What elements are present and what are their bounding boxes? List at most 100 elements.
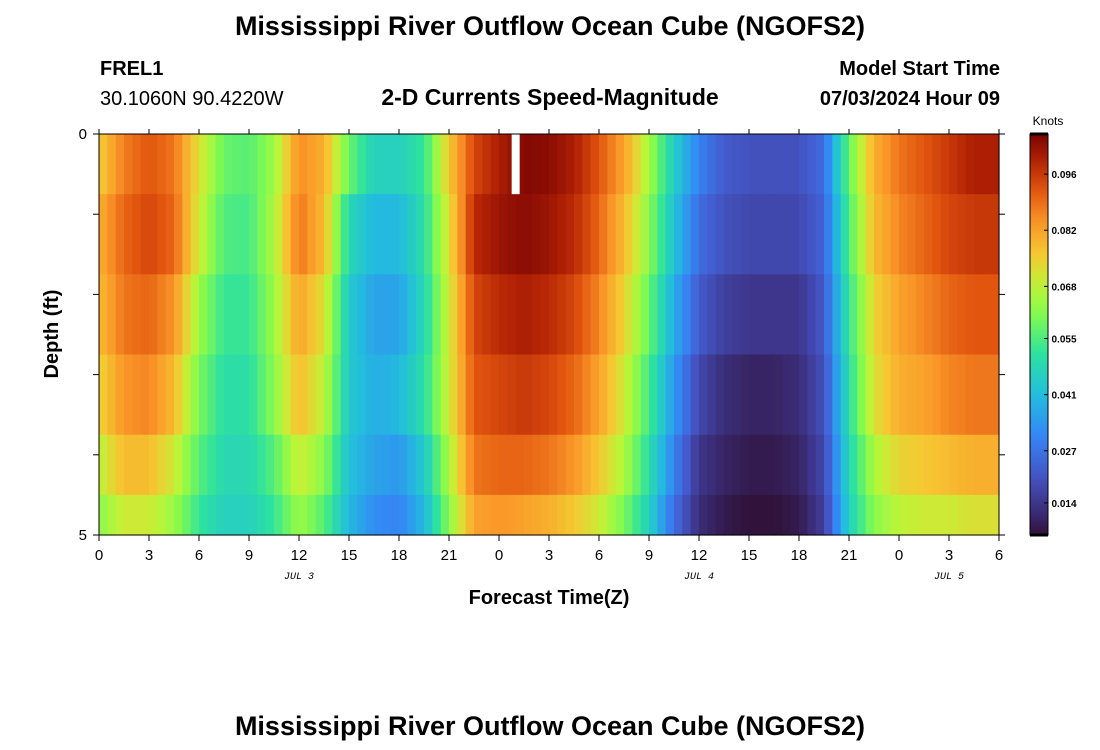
heatmap-cell: [565, 274, 575, 356]
heatmap-cell: [265, 494, 275, 536]
heatmap-cell: [549, 194, 558, 275]
heatmap-cell: [432, 354, 442, 436]
heatmap-cell: [149, 494, 158, 536]
heatmap-cell: [540, 274, 550, 356]
colorbar-tick-label: 0.027: [1051, 447, 1076, 458]
heatmap-cell: [899, 494, 908, 536]
heatmap-cell: [740, 434, 750, 496]
heatmap-cell: [865, 354, 875, 436]
heatmap-cell: [532, 354, 542, 436]
heatmap-cell: [915, 194, 925, 275]
heatmap-cell: [524, 194, 533, 275]
heatmap-cell: [440, 194, 450, 275]
heatmap-cell: [882, 194, 892, 275]
heatmap-cell: [274, 434, 283, 496]
heatmap-cell: [265, 434, 275, 496]
heatmap-cell: [540, 354, 550, 436]
heatmap-cell: [615, 274, 625, 356]
heatmap-cell: [749, 494, 758, 536]
heatmap-cell: [657, 354, 667, 436]
heatmap-cell: [890, 194, 900, 275]
heatmap-cell: [390, 434, 400, 496]
heatmap-cell: [549, 134, 558, 195]
heatmap-cell: [774, 354, 783, 436]
heatmap-cell: [665, 274, 675, 356]
heatmap-cell: [382, 434, 392, 496]
heatmap-cell: [399, 494, 408, 536]
heatmap-cell: [757, 194, 767, 275]
heatmap-cell: [490, 434, 500, 496]
heatmap-cell: [665, 194, 675, 275]
heatmap-cell: [890, 354, 900, 436]
heatmap-cell: [115, 434, 125, 496]
heatmap-cell: [832, 194, 842, 275]
heatmap-cell: [990, 194, 1000, 275]
x-tick-label: 6: [995, 547, 1003, 564]
heatmap-cell: [399, 194, 408, 275]
heatmap-cell: [499, 274, 508, 356]
heatmap-cell: [990, 274, 1000, 356]
heatmap-cell: [215, 274, 225, 356]
heatmap-cell: [549, 434, 558, 496]
heatmap-cell: [165, 434, 175, 496]
x-tick-label: 9: [645, 547, 653, 564]
heatmap-cell: [349, 494, 358, 536]
heatmap-cell: [482, 494, 492, 536]
heatmap-cell: [540, 434, 550, 496]
figure-title: Mississippi River Outflow Ocean Cube (NG…: [235, 11, 865, 41]
heatmap-cell: [107, 434, 117, 496]
heatmap-cell: [274, 354, 283, 436]
heatmap-cell: [165, 494, 175, 536]
model-start-label: Model Start Time: [839, 58, 1000, 80]
station-id: FREL1: [100, 58, 163, 80]
heatmap-cell: [632, 194, 642, 275]
heatmap-cell: [924, 354, 933, 436]
heatmap-cell: [390, 354, 400, 436]
heatmap-cell: [207, 494, 217, 536]
heatmap-cell: [899, 194, 908, 275]
heatmap-cell: [732, 194, 742, 275]
heatmap-cell: [99, 354, 108, 436]
heatmap-cell: [199, 194, 208, 275]
heatmap-cell: [657, 274, 667, 356]
heatmap-cell: [832, 134, 842, 195]
heatmap-cell: [449, 274, 458, 356]
heatmap-cell: [649, 134, 658, 195]
heatmap-cell: [240, 274, 250, 356]
heatmap-cell: [582, 274, 592, 356]
heatmap-cell: [465, 134, 475, 195]
heatmap-cell: [174, 194, 183, 275]
x-tick-label: 3: [545, 547, 553, 564]
heatmap-cell: [924, 434, 933, 496]
heatmap-cell: [940, 434, 950, 496]
heatmap-cell: [732, 354, 742, 436]
heatmap-cell: [474, 134, 483, 195]
heatmap-cell: [465, 274, 475, 356]
heatmap-cell: [415, 434, 425, 496]
heatmap-cell: [632, 494, 642, 536]
heatmap-cell: [449, 194, 458, 275]
heatmap-cell: [365, 194, 375, 275]
heatmap-cell: [840, 434, 850, 496]
heatmap-cell: [99, 434, 108, 496]
heatmap-cell: [840, 274, 850, 356]
heatmap-cell: [249, 194, 258, 275]
heatmap-cell: [682, 494, 692, 536]
heatmap-cell: [974, 194, 983, 275]
heatmap-cell: [415, 194, 425, 275]
heatmap-cell: [99, 134, 108, 195]
heatmap-cell: [249, 434, 258, 496]
heatmap-cell: [940, 274, 950, 356]
station-coords: 30.1060N 90.4220W: [100, 88, 284, 110]
heatmap-cell: [657, 194, 667, 275]
heatmap-cell: [290, 274, 300, 356]
heatmap-cell: [574, 274, 583, 356]
heatmap-cell: [765, 494, 775, 536]
heatmap-cell: [707, 354, 717, 436]
heatmap-cell: [199, 494, 208, 536]
heatmap-cell: [807, 354, 817, 436]
heatmap-cell: [132, 194, 142, 275]
heatmap-cell: [574, 194, 583, 275]
heatmap-cell: [490, 354, 500, 436]
heatmap-cell: [607, 434, 617, 496]
